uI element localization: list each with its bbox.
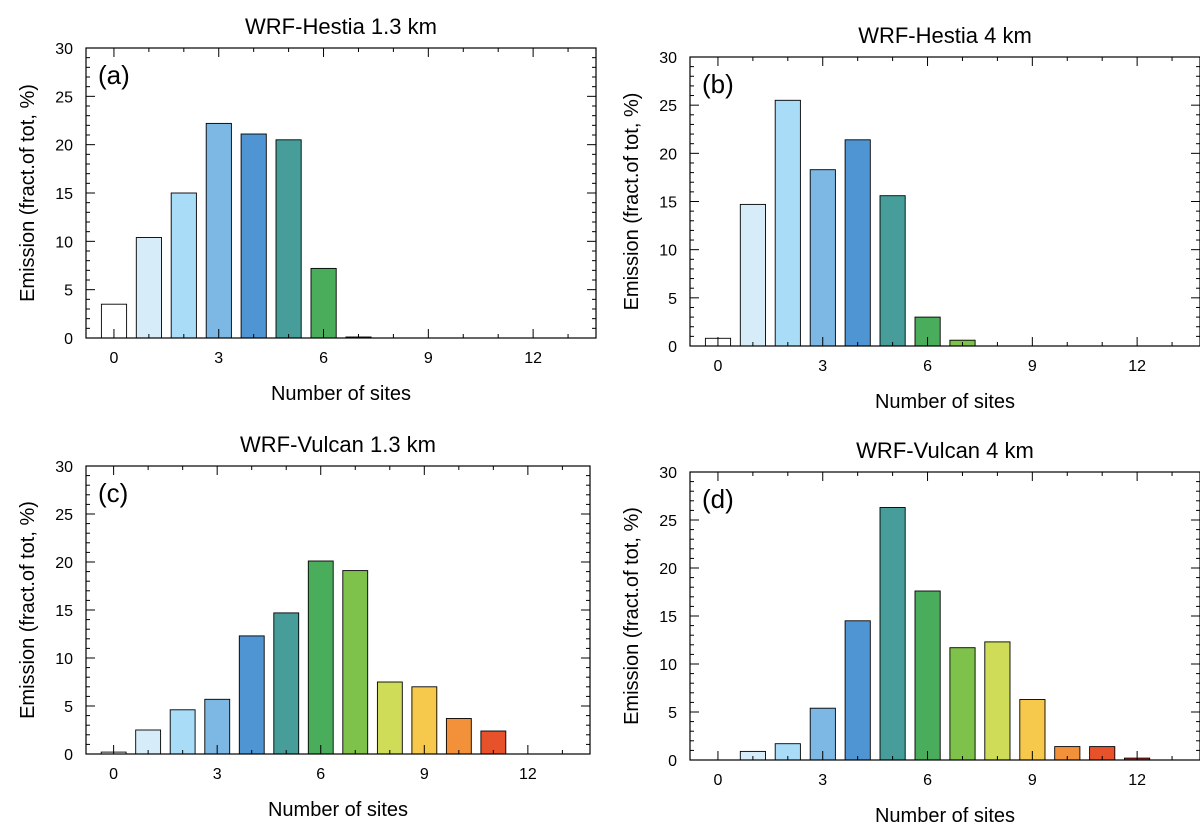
- x-tick-label: 12: [524, 350, 542, 367]
- x-tick-label: 0: [109, 350, 118, 367]
- bar: [774, 99, 801, 347]
- bar: [844, 139, 871, 347]
- y-axis-label: Emission (fract.of tot, %): [621, 93, 643, 311]
- bar: [342, 570, 369, 755]
- bar: [273, 612, 300, 755]
- y-tick-label: 10: [55, 651, 73, 668]
- y-tick-label: 15: [659, 609, 677, 626]
- x-tick-label: 3: [818, 358, 827, 375]
- x-tick-label: 0: [713, 358, 722, 375]
- plot-frame: [85, 47, 597, 339]
- bar: [809, 169, 836, 347]
- x-axis-label: Number of sites: [268, 799, 408, 821]
- bar: [376, 681, 403, 755]
- y-tick-label: 10: [659, 657, 677, 674]
- bar: [844, 620, 871, 761]
- x-tick-label: 9: [420, 766, 429, 783]
- y-axis-label: Emission (fract.of tot, %): [17, 84, 39, 302]
- y-tick-label: 0: [668, 753, 677, 770]
- y-tick-label: 20: [55, 138, 73, 155]
- x-axis-label: Number of sites: [875, 805, 1015, 827]
- x-tick-label: 0: [109, 766, 118, 783]
- y-tick-label: 30: [55, 41, 73, 58]
- chart-title: WRF-Vulcan 4 km: [856, 438, 1034, 463]
- chart-panel-c: 0 5 10 15 20 25 30 0 3 6 9 12 WRF-Vulcan 1.3 km (c) Nu…: [17, 432, 591, 821]
- y-tick-label: 15: [55, 603, 73, 620]
- bar: [135, 237, 162, 339]
- bar: [204, 698, 231, 755]
- x-tick-label: 6: [316, 766, 325, 783]
- bar: [275, 139, 302, 339]
- x-tick-label: 6: [923, 772, 932, 789]
- bar: [879, 507, 906, 761]
- panel-label: (b): [702, 69, 734, 99]
- bar: [205, 122, 232, 339]
- bar: [170, 192, 197, 339]
- x-tick-label: 12: [1128, 772, 1146, 789]
- bar: [307, 560, 334, 755]
- x-tick-label: 12: [1128, 358, 1146, 375]
- y-tick-label: 20: [55, 555, 73, 572]
- x-axis-label: Number of sites: [271, 383, 411, 405]
- bar: [310, 267, 337, 339]
- y-axis-label: Emission (fract.of tot, %): [621, 507, 643, 725]
- y-tick-label: 0: [64, 747, 73, 764]
- bar: [914, 590, 941, 761]
- x-tick-label: 9: [424, 350, 433, 367]
- bar: [879, 195, 906, 347]
- y-tick-label: 5: [64, 283, 73, 300]
- y-tick-label: 15: [659, 195, 677, 212]
- y-tick-label: 20: [659, 146, 677, 163]
- y-tick-label: 20: [659, 561, 677, 578]
- plot-frame: [689, 56, 1200, 347]
- chart-panel-a: 0 5 10 15 20 25 30 0 3 6 9 12 WRF-Hestia 1.3 km (a) Nu…: [17, 14, 597, 405]
- x-tick-label: 6: [319, 350, 328, 367]
- x-tick-label: 9: [1028, 358, 1037, 375]
- panel-label: (c): [98, 478, 128, 508]
- bar: [739, 203, 766, 347]
- x-axis-label: Number of sites: [875, 391, 1015, 413]
- y-tick-label: 0: [668, 339, 677, 356]
- x-tick-label: 0: [713, 772, 722, 789]
- x-tick-label: 3: [818, 772, 827, 789]
- chart-title: WRF-Vulcan 1.3 km: [240, 432, 436, 457]
- plot-frame: [85, 465, 591, 755]
- y-tick-label: 25: [55, 507, 73, 524]
- y-tick-label: 30: [659, 465, 677, 482]
- y-tick-label: 10: [659, 243, 677, 260]
- x-tick-label: 3: [213, 766, 222, 783]
- bar: [238, 635, 265, 755]
- panel-label: (a): [98, 60, 130, 90]
- x-tick-label: 12: [519, 766, 537, 783]
- bar: [240, 133, 267, 339]
- y-tick-label: 0: [64, 331, 73, 348]
- y-tick-label: 5: [668, 291, 677, 308]
- bar: [445, 718, 472, 755]
- y-tick-label: 10: [55, 234, 73, 251]
- y-tick-label: 15: [55, 186, 73, 203]
- y-tick-label: 25: [659, 513, 677, 530]
- bar: [949, 647, 976, 761]
- bar: [169, 709, 196, 755]
- bar: [411, 686, 438, 755]
- y-tick-label: 5: [64, 699, 73, 716]
- bar: [1019, 699, 1046, 761]
- y-axis-label: Emission (fract.of tot, %): [17, 501, 39, 719]
- y-tick-label: 30: [659, 50, 677, 67]
- x-tick-label: 9: [1028, 772, 1037, 789]
- plot-frame: [689, 471, 1200, 761]
- chart-title: WRF-Hestia 4 km: [858, 23, 1032, 48]
- x-tick-label: 6: [923, 358, 932, 375]
- y-tick-label: 30: [55, 459, 73, 476]
- x-tick-label: 3: [214, 350, 223, 367]
- bar: [984, 641, 1011, 761]
- panel-label: (d): [702, 484, 734, 514]
- chart-panel-d: 0 5 10 15 20 25 30 0 3 6 9 12 WRF-Vulcan 4 km (d) Numb…: [621, 438, 1200, 827]
- chart-title: WRF-Hestia 1.3 km: [245, 14, 437, 39]
- y-tick-label: 25: [659, 98, 677, 115]
- chart-panel-b: 0 5 10 15 20 25 30 0 3 6 9 12 WRF-Hestia 4 km (b) Numb…: [621, 23, 1200, 413]
- y-tick-label: 25: [55, 89, 73, 106]
- y-tick-label: 5: [668, 705, 677, 722]
